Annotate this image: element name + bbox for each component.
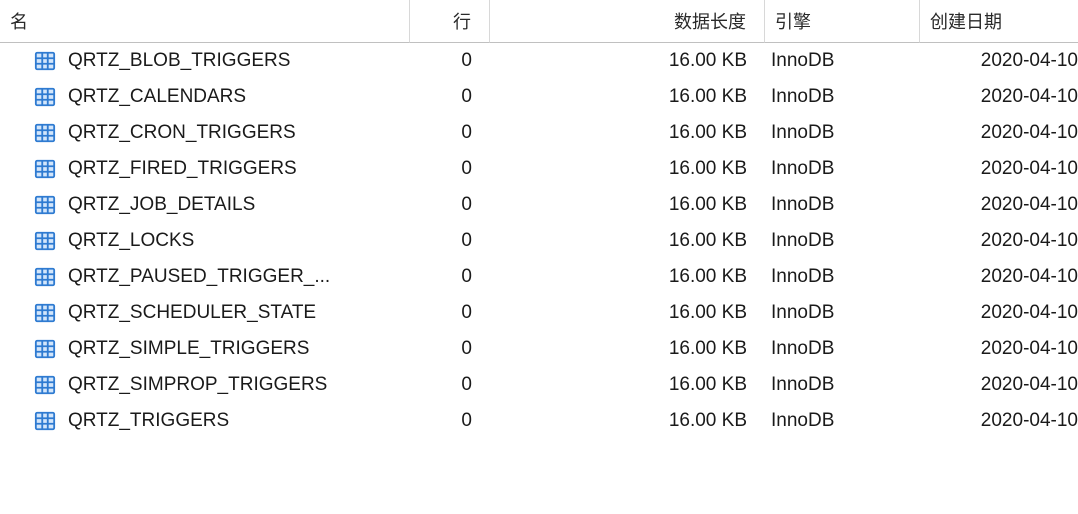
table-icon [34,338,56,360]
db-table-list: 名 行 数据长度 引擎 创建日期 QRTZ_BLOB_TRIGGERS016.0… [0,0,1078,439]
table-name-label: QRTZ_PAUSED_TRIGGER_... [68,265,330,289]
date-cell: 2020-04-10 [920,331,1078,367]
name-cell[interactable]: QRTZ_FIRED_TRIGGERS [0,151,410,187]
rows-cell: 0 [410,331,490,367]
table-icon [34,122,56,144]
table-name-label: QRTZ_LOCKS [68,229,194,253]
date-cell: 2020-04-10 [920,115,1078,151]
size-cell: 16.00 KB [490,187,765,223]
table-name-label: QRTZ_CALENDARS [68,85,246,109]
table-name-label: QRTZ_SIMPROP_TRIGGERS [68,373,327,397]
engine-cell: InnoDB [765,403,920,439]
name-cell[interactable]: QRTZ_CALENDARS [0,79,410,115]
engine-cell: InnoDB [765,43,920,79]
name-cell[interactable]: QRTZ_SIMPLE_TRIGGERS [0,331,410,367]
size-cell: 16.00 KB [490,403,765,439]
rows-cell: 0 [410,259,490,295]
size-cell: 16.00 KB [490,367,765,403]
rows-cell: 0 [410,151,490,187]
size-cell: 16.00 KB [490,295,765,331]
engine-cell: InnoDB [765,259,920,295]
table-name-label: QRTZ_CRON_TRIGGERS [68,121,296,145]
rows-cell: 0 [410,403,490,439]
table-icon [34,230,56,252]
name-cell[interactable]: QRTZ_SIMPROP_TRIGGERS [0,367,410,403]
table-name-label: QRTZ_BLOB_TRIGGERS [68,49,290,73]
column-header-name[interactable]: 名 [0,0,410,43]
name-cell[interactable]: QRTZ_TRIGGERS [0,403,410,439]
table-name-label: QRTZ_JOB_DETAILS [68,193,255,217]
engine-cell: InnoDB [765,295,920,331]
engine-cell: InnoDB [765,331,920,367]
table-name-label: QRTZ_SCHEDULER_STATE [68,301,316,325]
name-cell[interactable]: QRTZ_SCHEDULER_STATE [0,295,410,331]
engine-cell: InnoDB [765,115,920,151]
date-cell: 2020-04-10 [920,367,1078,403]
table-icon [34,374,56,396]
rows-cell: 0 [410,115,490,151]
size-cell: 16.00 KB [490,259,765,295]
table-name-label: QRTZ_SIMPLE_TRIGGERS [68,337,309,361]
rows-cell: 0 [410,187,490,223]
size-cell: 16.00 KB [490,331,765,367]
table-icon [34,158,56,180]
date-cell: 2020-04-10 [920,43,1078,79]
engine-cell: InnoDB [765,151,920,187]
name-cell[interactable]: QRTZ_BLOB_TRIGGERS [0,43,410,79]
column-header-rows[interactable]: 行 [410,0,490,43]
rows-cell: 0 [410,223,490,259]
rows-cell: 0 [410,295,490,331]
name-cell[interactable]: QRTZ_JOB_DETAILS [0,187,410,223]
rows-cell: 0 [410,367,490,403]
size-cell: 16.00 KB [490,223,765,259]
rows-cell: 0 [410,43,490,79]
name-cell[interactable]: QRTZ_CRON_TRIGGERS [0,115,410,151]
engine-cell: InnoDB [765,367,920,403]
table-icon [34,266,56,288]
date-cell: 2020-04-10 [920,187,1078,223]
table-icon [34,194,56,216]
table-icon [34,50,56,72]
date-cell: 2020-04-10 [920,403,1078,439]
date-cell: 2020-04-10 [920,151,1078,187]
engine-cell: InnoDB [765,187,920,223]
size-cell: 16.00 KB [490,79,765,115]
table-icon [34,410,56,432]
date-cell: 2020-04-10 [920,259,1078,295]
table-name-label: QRTZ_TRIGGERS [68,409,229,433]
column-header-datalength[interactable]: 数据长度 [490,0,765,43]
column-header-engine[interactable]: 引擎 [765,0,920,43]
table-icon [34,86,56,108]
engine-cell: InnoDB [765,79,920,115]
engine-cell: InnoDB [765,223,920,259]
name-cell[interactable]: QRTZ_LOCKS [0,223,410,259]
table-name-label: QRTZ_FIRED_TRIGGERS [68,157,297,181]
date-cell: 2020-04-10 [920,79,1078,115]
size-cell: 16.00 KB [490,115,765,151]
date-cell: 2020-04-10 [920,295,1078,331]
column-header-created[interactable]: 创建日期 [920,0,1078,43]
size-cell: 16.00 KB [490,151,765,187]
size-cell: 16.00 KB [490,43,765,79]
date-cell: 2020-04-10 [920,223,1078,259]
rows-cell: 0 [410,79,490,115]
table-icon [34,302,56,324]
name-cell[interactable]: QRTZ_PAUSED_TRIGGER_... [0,259,410,295]
